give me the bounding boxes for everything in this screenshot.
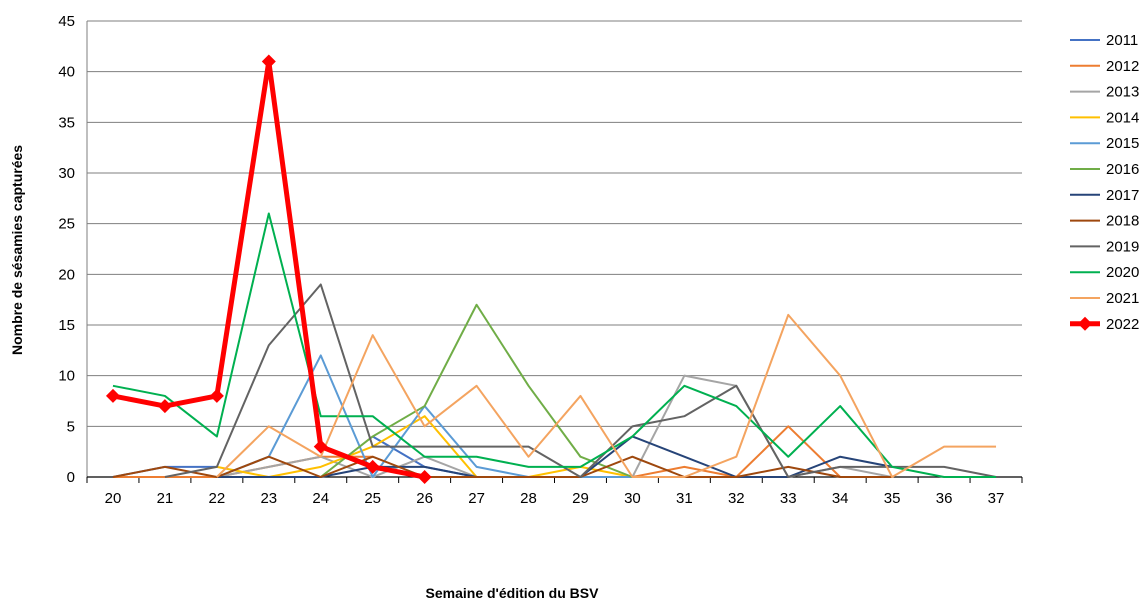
legend-marker (1078, 316, 1092, 331)
legend-item-2013: 2013 (1070, 84, 1139, 101)
series-line-2019 (164, 283, 997, 478)
x-axis-title: Semaine d'édition du BSV (426, 585, 600, 601)
data-point-2022 (261, 54, 276, 69)
legend-item-2021: 2021 (1070, 290, 1139, 307)
x-tick-label: 27 (468, 490, 485, 507)
legend-label: 2018 (1106, 213, 1139, 230)
legend-label: 2011 (1106, 32, 1138, 49)
legend-label: 2016 (1106, 161, 1139, 178)
gridlines (86, 20, 1022, 477)
x-tick-label: 35 (884, 490, 901, 507)
y-tick-label: 20 (58, 266, 75, 283)
x-tick-label: 25 (364, 490, 381, 507)
legend-item-2017: 2017 (1070, 187, 1139, 204)
legend-label: 2021 (1106, 290, 1139, 307)
data-point-2022 (157, 399, 172, 414)
x-tick-label: 22 (209, 490, 226, 507)
legend-label: 2017 (1106, 187, 1139, 204)
y-tick-label: 30 (58, 165, 75, 182)
y-tick-label: 10 (58, 368, 75, 385)
legend-item-2022: 2022 (1070, 316, 1139, 333)
x-tick-label: 29 (572, 490, 589, 507)
x-tick-label: 34 (832, 490, 849, 507)
y-tick-label: 25 (58, 216, 75, 233)
series-line-2020 (112, 212, 997, 478)
y-axis-ticks: 0 5 10 15 20 25 30 35 40 45 (58, 13, 75, 486)
x-tick-label: 26 (416, 490, 433, 507)
legend-item-2011: 2011 (1070, 32, 1138, 49)
x-tick-label: 33 (780, 490, 797, 507)
legend-item-2014: 2014 (1070, 109, 1139, 126)
legend-label: 2019 (1106, 238, 1139, 255)
x-tick-label: 21 (157, 490, 174, 507)
x-tick-label: 37 (988, 490, 1005, 507)
x-tick-label: 23 (260, 490, 277, 507)
legend-label: 2022 (1106, 316, 1139, 333)
series-line-2016 (216, 303, 633, 478)
legend-label: 2013 (1106, 84, 1139, 101)
y-axis-title: Nombre de sésamies capturées (9, 145, 25, 355)
series-line-2022 (112, 59, 426, 480)
legend-label: 2020 (1106, 264, 1139, 281)
y-tick-label: 40 (58, 64, 75, 81)
x-tick-label: 20 (105, 490, 122, 507)
x-tick-label: 24 (312, 490, 329, 507)
data-point-2022 (313, 439, 328, 454)
y-tick-label: 15 (58, 317, 75, 334)
data-point-2022 (105, 388, 120, 403)
y-tick-label: 45 (58, 13, 75, 30)
series-line-2014 (216, 415, 633, 478)
data-point-2022 (365, 459, 380, 474)
legend: 2011 2012 2013 2014 2015 2016 2017 2018 2019 2020… (1070, 32, 1139, 333)
y-tick-label: 0 (67, 469, 75, 486)
series-line-2011 (112, 465, 217, 478)
x-tick-label: 32 (728, 490, 745, 507)
legend-item-2019: 2019 (1070, 238, 1139, 255)
data-point-2022 (209, 388, 224, 403)
x-tick-label: 28 (520, 490, 537, 507)
x-tick-label: 30 (624, 490, 641, 507)
series-lines (105, 54, 997, 484)
series-line-2018 (112, 455, 893, 478)
legend-label: 2015 (1106, 135, 1139, 152)
legend-item-2018: 2018 (1070, 213, 1139, 230)
x-tick-label: 31 (676, 490, 693, 507)
legend-item-2015: 2015 (1070, 135, 1139, 152)
legend-item-2012: 2012 (1070, 58, 1139, 75)
data-point-2022 (417, 470, 432, 484)
y-tick-label: 35 (58, 114, 75, 131)
x-axis-ticks: 20 21 22 23 24 25 26 27 28 29 30 31 32 33 34 35 36 37 (86, 477, 1023, 507)
legend-label: 2014 (1106, 109, 1139, 126)
legend-label: 2012 (1106, 58, 1139, 75)
x-tick-label: 36 (936, 490, 953, 507)
legend-item-2020: 2020 (1070, 264, 1139, 281)
legend-item-2016: 2016 (1070, 161, 1139, 178)
y-tick-label: 5 (67, 418, 75, 435)
series-line-2021 (216, 313, 997, 478)
